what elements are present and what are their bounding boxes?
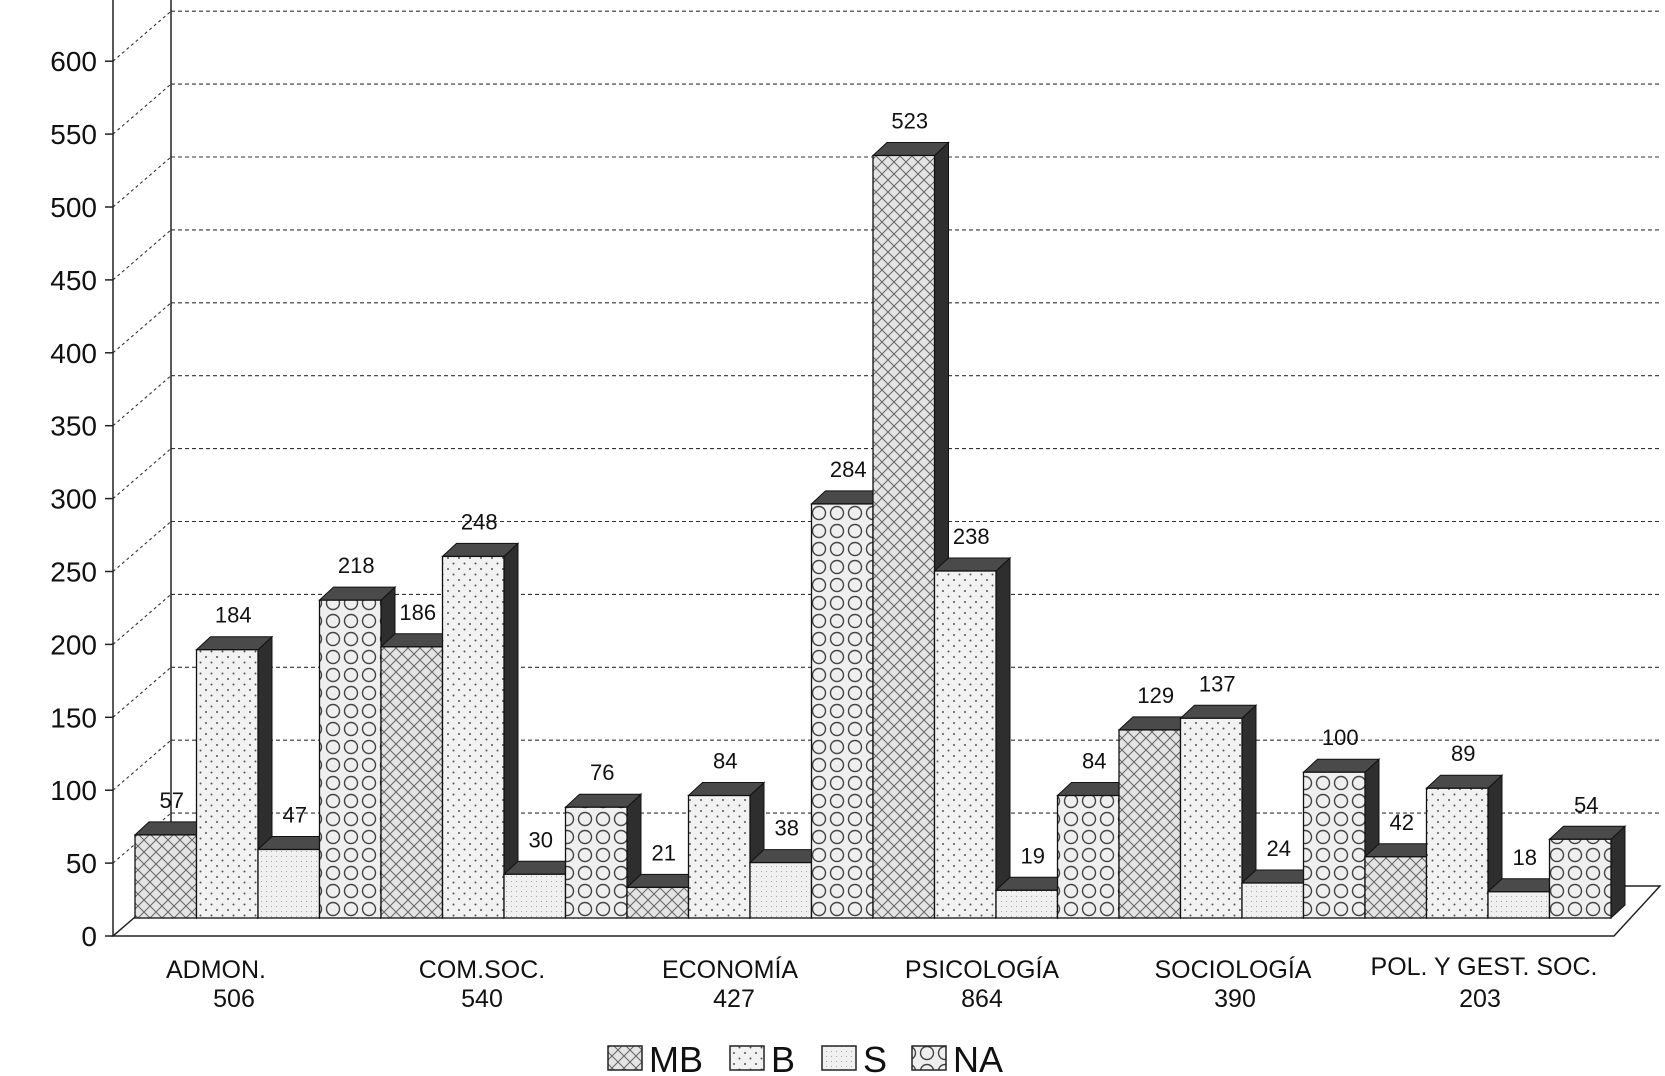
category-total: 864 bbox=[961, 985, 1003, 1013]
bar-b bbox=[933, 556, 1012, 920]
y-tick-label: 450 bbox=[50, 265, 97, 296]
data-label: 84 bbox=[1082, 749, 1106, 774]
data-label: 76 bbox=[590, 760, 614, 785]
category-labels: ADMON. 506 COM.SOC. 540 ECONOMÍA 427 PSI… bbox=[166, 953, 1597, 1013]
data-label: 218 bbox=[338, 553, 375, 578]
gridline-side bbox=[112, 521, 172, 572]
category-total: 203 bbox=[1459, 985, 1501, 1013]
data-label: 89 bbox=[1451, 741, 1475, 766]
y-tick-label: 0 bbox=[81, 921, 97, 952]
data-label: 248 bbox=[461, 509, 498, 534]
data-label: 57 bbox=[160, 788, 184, 813]
y-tick-label: 50 bbox=[66, 848, 97, 879]
data-label: 523 bbox=[891, 108, 928, 133]
legend-swatch-b bbox=[729, 1045, 765, 1071]
data-label: 54 bbox=[1574, 792, 1598, 817]
gridline-side bbox=[112, 666, 172, 718]
y-tick-label: 150 bbox=[50, 702, 97, 733]
data-labels: 57 184 47 218 186 248 30 76 21 84 38 284 523 238 19 84 1… bbox=[160, 108, 1599, 869]
legend-swatch-s bbox=[821, 1045, 857, 1071]
bar-b bbox=[441, 542, 520, 920]
y-tick-label: 100 bbox=[50, 775, 97, 806]
data-label: 100 bbox=[1322, 725, 1359, 750]
legend-swatch-mb bbox=[607, 1045, 643, 1071]
gridline-side bbox=[112, 229, 172, 281]
data-label: 42 bbox=[1390, 810, 1414, 835]
category-label: PSICOLOGÍA bbox=[905, 955, 1060, 984]
y-tick-label: 500 bbox=[50, 192, 97, 223]
y-tick-label: 350 bbox=[50, 411, 97, 442]
category-total: 540 bbox=[461, 985, 503, 1013]
y-tick-label: 200 bbox=[50, 629, 97, 660]
legend-swatch-na bbox=[911, 1045, 947, 1071]
bar-b bbox=[687, 781, 766, 920]
data-label: 238 bbox=[953, 524, 990, 549]
data-label: 18 bbox=[1513, 845, 1537, 870]
bar-na bbox=[1548, 825, 1627, 920]
data-label: 186 bbox=[399, 600, 436, 625]
gridline-side bbox=[112, 448, 172, 500]
y-tick-label: 300 bbox=[50, 484, 97, 515]
bar-na bbox=[564, 793, 643, 920]
data-label: 24 bbox=[1267, 836, 1291, 861]
gridline-side bbox=[112, 156, 172, 208]
data-label: 47 bbox=[283, 802, 307, 827]
y-tick-label: 250 bbox=[50, 557, 97, 588]
legend-label-b: B bbox=[771, 1039, 795, 1076]
gridline-side bbox=[112, 83, 172, 135]
y-tick-label: 400 bbox=[50, 338, 97, 369]
gridline-side bbox=[112, 593, 172, 645]
category-total: 427 bbox=[713, 985, 755, 1013]
bar-s bbox=[994, 876, 1073, 920]
gridline-side bbox=[112, 739, 172, 791]
bars bbox=[133, 141, 1627, 920]
y-tick-label: 550 bbox=[50, 119, 97, 150]
category-label: POL. Y GEST. SOC. bbox=[1371, 953, 1598, 981]
category-total: 506 bbox=[213, 985, 255, 1013]
y-tick-label: 600 bbox=[50, 46, 97, 77]
category-label: ECONOMÍA bbox=[662, 955, 798, 984]
legend-label-s: S bbox=[863, 1039, 887, 1076]
gridline-side bbox=[112, 10, 172, 62]
category-label: SOCIOLOGÍA bbox=[1155, 955, 1312, 984]
data-label: 137 bbox=[1199, 671, 1236, 696]
gridline-side bbox=[112, 375, 172, 427]
data-label: 129 bbox=[1137, 683, 1174, 708]
data-label: 284 bbox=[830, 457, 867, 482]
legend: MB B S NA bbox=[607, 1039, 1003, 1076]
data-label: 38 bbox=[775, 816, 799, 841]
gridline-side bbox=[112, 302, 172, 354]
category-label: ADMON. bbox=[166, 956, 266, 984]
data-label: 21 bbox=[652, 840, 676, 865]
data-label: 30 bbox=[529, 827, 553, 852]
data-label: 184 bbox=[215, 603, 252, 628]
bar-b bbox=[1179, 704, 1258, 920]
category-label: COM.SOC. bbox=[419, 956, 545, 984]
bar-b bbox=[195, 635, 274, 920]
category-total: 390 bbox=[1214, 985, 1256, 1013]
legend-label-na: NA bbox=[953, 1039, 1003, 1076]
data-label: 19 bbox=[1021, 843, 1045, 868]
legend-label-mb: MB bbox=[649, 1039, 703, 1076]
data-label: 84 bbox=[713, 749, 737, 774]
